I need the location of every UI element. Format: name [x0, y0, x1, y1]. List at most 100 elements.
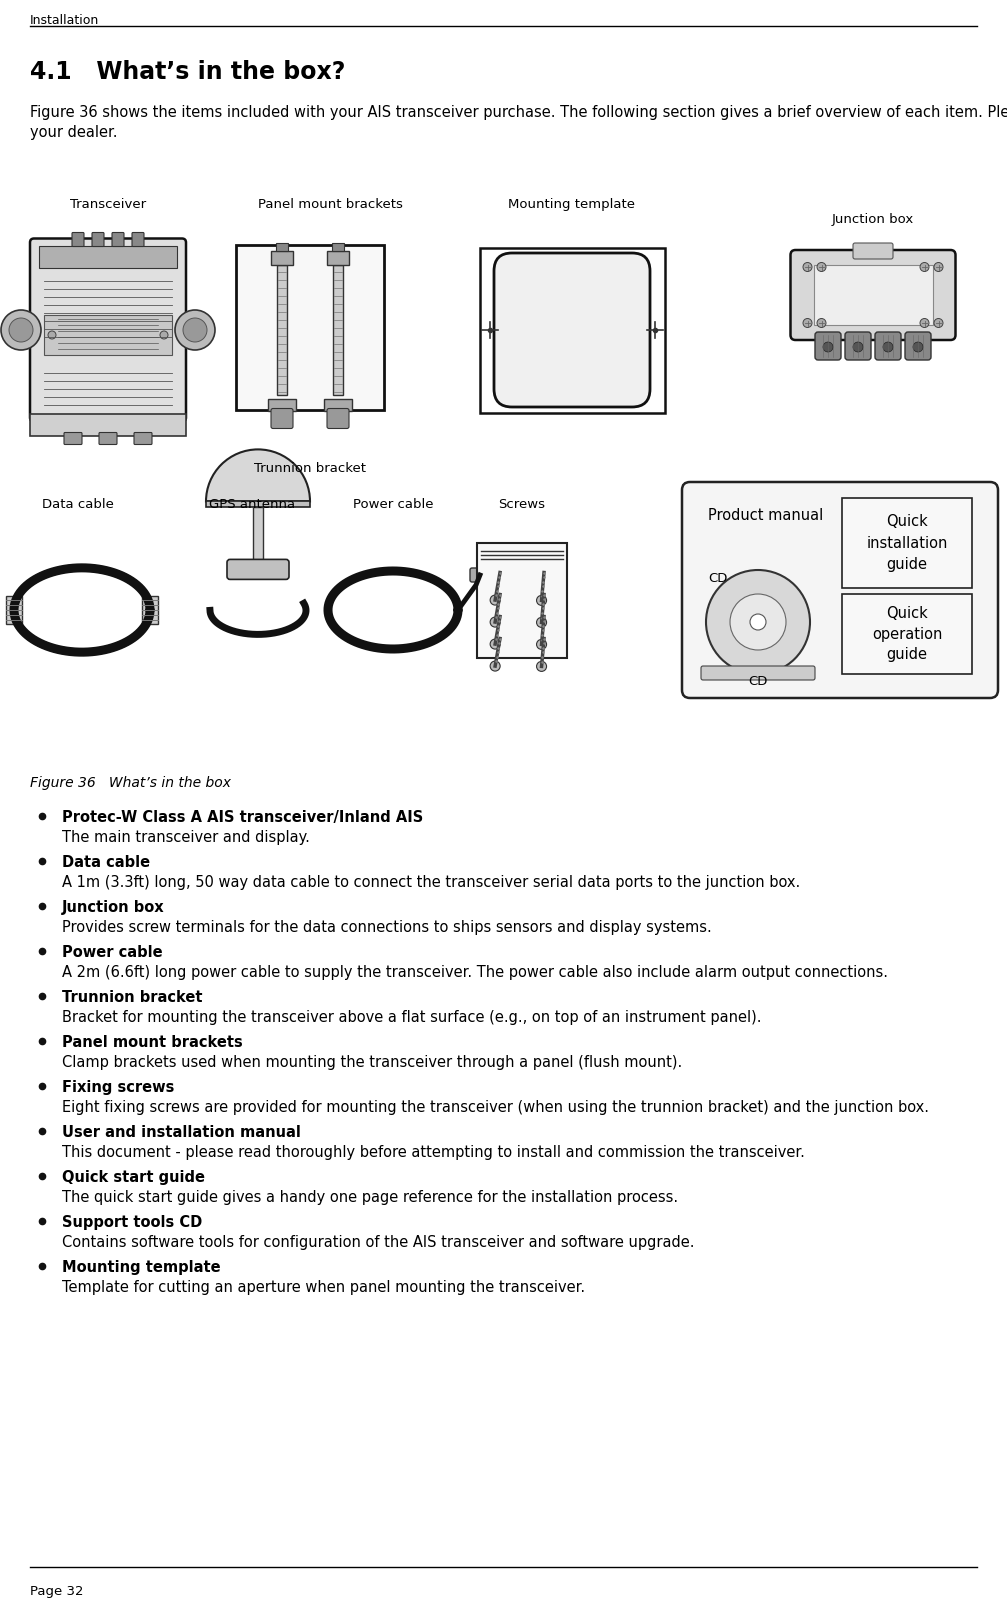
Circle shape: [490, 661, 500, 671]
Text: Eight fixing screws are provided for mounting the transceiver (when using the tr: Eight fixing screws are provided for mou…: [62, 1100, 933, 1115]
Bar: [479, 247, 665, 412]
Bar: [206, 501, 310, 507]
FancyBboxPatch shape: [132, 233, 144, 247]
FancyBboxPatch shape: [875, 331, 901, 360]
Text: Product manual: Product manual: [708, 507, 824, 524]
Text: CD: CD: [748, 675, 767, 688]
Circle shape: [9, 318, 33, 343]
Bar: [814, 265, 932, 325]
Circle shape: [490, 638, 500, 650]
Bar: [268, 399, 296, 410]
Circle shape: [817, 318, 826, 328]
Text: This document - please read thoroughly before attempting to install and commissi: This document - please read thoroughly b…: [62, 1146, 805, 1160]
Text: Figure 36 shows the items included with your AIS transceiver purchase. The follo: Figure 36 shows the items included with …: [30, 105, 1007, 120]
Text: GPS antenna: GPS antenna: [208, 498, 295, 511]
FancyBboxPatch shape: [92, 233, 104, 247]
Text: Power cable: Power cable: [352, 498, 433, 511]
Text: your dealer.: your dealer.: [30, 124, 118, 141]
Bar: [30, 414, 186, 435]
Text: Power cable: Power cable: [62, 945, 162, 960]
Circle shape: [803, 262, 812, 271]
Text: Quick
operation
guide: Quick operation guide: [872, 606, 943, 663]
FancyBboxPatch shape: [327, 409, 349, 428]
FancyBboxPatch shape: [64, 433, 82, 444]
Circle shape: [920, 262, 929, 271]
Circle shape: [175, 310, 215, 351]
Bar: [477, 543, 567, 658]
FancyBboxPatch shape: [134, 433, 152, 444]
Circle shape: [853, 343, 863, 352]
FancyBboxPatch shape: [227, 559, 289, 580]
Text: Trunnion bracket: Trunnion bracket: [62, 991, 202, 1005]
Circle shape: [934, 262, 943, 271]
Text: Data cable: Data cable: [62, 855, 150, 869]
Circle shape: [817, 262, 826, 271]
Circle shape: [706, 570, 810, 674]
Text: Clamp brackets used when mounting the transceiver through a panel (flush mount).: Clamp brackets used when mounting the tr…: [62, 1055, 683, 1070]
Bar: [277, 265, 287, 394]
Text: Panel mount brackets: Panel mount brackets: [258, 199, 403, 212]
Circle shape: [803, 318, 812, 328]
Circle shape: [48, 331, 56, 339]
Polygon shape: [6, 596, 22, 624]
Bar: [333, 265, 343, 394]
Text: Screws: Screws: [498, 498, 546, 511]
Circle shape: [1, 310, 41, 351]
FancyBboxPatch shape: [71, 233, 84, 247]
Text: A 2m (6.6ft) long power cable to supply the transceiver. The power cable also in: A 2m (6.6ft) long power cable to supply …: [62, 965, 888, 979]
Text: The quick start guide gives a handy one page reference for the installation proc: The quick start guide gives a handy one …: [62, 1189, 678, 1206]
Text: Quick
installation
guide: Quick installation guide: [866, 514, 948, 572]
FancyBboxPatch shape: [815, 331, 841, 360]
Circle shape: [913, 343, 923, 352]
FancyBboxPatch shape: [853, 242, 893, 259]
FancyBboxPatch shape: [470, 567, 492, 582]
Text: Contains software tools for configuration of the AIS transceiver and software up: Contains software tools for configuratio…: [62, 1235, 695, 1251]
Text: Quick start guide: Quick start guide: [62, 1170, 205, 1185]
FancyBboxPatch shape: [701, 666, 815, 680]
Text: Trunnion bracket: Trunnion bracket: [254, 462, 366, 475]
Bar: [327, 250, 349, 265]
Bar: [44, 315, 172, 356]
Text: Protec-W Class A AIS transceiver/Inland AIS: Protec-W Class A AIS transceiver/Inland …: [62, 810, 423, 826]
Text: Data cable: Data cable: [42, 498, 114, 511]
Circle shape: [537, 617, 547, 627]
Circle shape: [490, 595, 500, 604]
FancyBboxPatch shape: [99, 433, 117, 444]
Bar: [253, 507, 263, 562]
FancyBboxPatch shape: [271, 409, 293, 428]
Bar: [324, 399, 352, 410]
Text: The main transceiver and display.: The main transceiver and display.: [62, 831, 310, 845]
Circle shape: [823, 343, 833, 352]
Text: Mounting template: Mounting template: [509, 199, 635, 212]
Circle shape: [934, 318, 943, 328]
Text: Transceiver: Transceiver: [69, 199, 146, 212]
Circle shape: [160, 331, 168, 339]
Bar: [332, 242, 344, 250]
Bar: [842, 595, 972, 674]
Circle shape: [537, 640, 547, 650]
Text: Support tools CD: Support tools CD: [62, 1215, 202, 1230]
Bar: [276, 242, 288, 250]
Circle shape: [920, 318, 929, 328]
Circle shape: [537, 595, 547, 606]
FancyBboxPatch shape: [905, 331, 931, 360]
Text: Mounting template: Mounting template: [62, 1260, 221, 1275]
Text: Installation: Installation: [30, 15, 100, 27]
FancyBboxPatch shape: [845, 331, 871, 360]
Text: Junction box: Junction box: [62, 900, 164, 915]
Text: 4.1   What’s in the box?: 4.1 What’s in the box?: [30, 60, 345, 84]
FancyBboxPatch shape: [112, 233, 124, 247]
Bar: [842, 498, 972, 588]
Text: Fixing screws: Fixing screws: [62, 1079, 174, 1096]
Polygon shape: [142, 596, 158, 624]
Text: Provides screw terminals for the data connections to ships sensors and display s: Provides screw terminals for the data co…: [62, 920, 712, 936]
Text: Panel mount brackets: Panel mount brackets: [62, 1034, 243, 1050]
Text: A 1m (3.3ft) long, 50 way data cable to connect the transceiver serial data port: A 1m (3.3ft) long, 50 way data cable to …: [62, 874, 801, 890]
FancyBboxPatch shape: [494, 254, 650, 407]
Circle shape: [490, 617, 500, 627]
FancyBboxPatch shape: [30, 239, 186, 422]
Text: Figure 36   What’s in the box: Figure 36 What’s in the box: [30, 776, 231, 790]
Text: Template for cutting an aperture when panel mounting the transceiver.: Template for cutting an aperture when pa…: [62, 1280, 585, 1294]
Wedge shape: [206, 449, 310, 501]
Bar: [39, 246, 177, 268]
